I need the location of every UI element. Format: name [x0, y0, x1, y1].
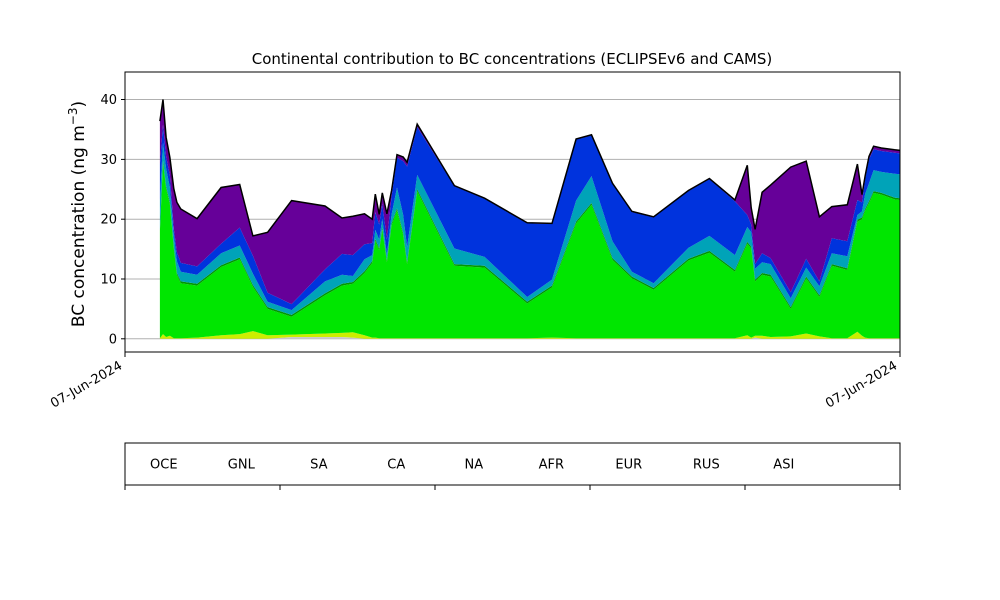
legend-label: CA — [387, 458, 405, 473]
y-axis-ticks: 0 10 20 30 40 — [100, 93, 125, 347]
legend-label: ASI — [773, 458, 794, 473]
y-tick-label: 20 — [100, 213, 117, 228]
legend-label: GNL — [228, 458, 256, 473]
area-ca — [159, 331, 900, 339]
total-outline — [159, 99, 901, 237]
y-tick-label: 0 — [109, 332, 117, 347]
plot-frame — [124, 71, 901, 353]
y-tick-label: 30 — [100, 153, 117, 168]
y-tick-label: 10 — [100, 273, 117, 288]
legend-label: SA — [310, 458, 327, 473]
legend-frame — [124, 442, 901, 486]
area-rus — [159, 124, 900, 311]
stacked-areas — [159, 99, 901, 339]
area-na — [159, 162, 900, 339]
legend-label: AUS — [848, 458, 875, 473]
y-tick-label: 40 — [100, 93, 117, 108]
legend-label: EUR — [615, 458, 642, 473]
x-tick-label: 07-Jun-2024 — [48, 358, 125, 411]
legend-label: OCE — [150, 458, 178, 473]
area-oce — [159, 337, 900, 339]
legend-label: RUS — [693, 458, 720, 473]
y-axis-label: BC concentration (ng m−3) — [66, 101, 89, 327]
chart-title: Continental contribution to BC concentra… — [252, 50, 773, 68]
area-asi — [159, 99, 900, 305]
legend: OCE GNL SA CA NA AFR EUR RUS ASI AUS — [124, 442, 901, 490]
legend-label: AFR — [539, 458, 564, 473]
x-axis-ticks: 07-Jun-2024 07-Jun-2024 — [48, 352, 901, 411]
legend-label: NA — [464, 458, 483, 473]
x-tick-label: 07-Jun-2024 — [823, 358, 900, 411]
